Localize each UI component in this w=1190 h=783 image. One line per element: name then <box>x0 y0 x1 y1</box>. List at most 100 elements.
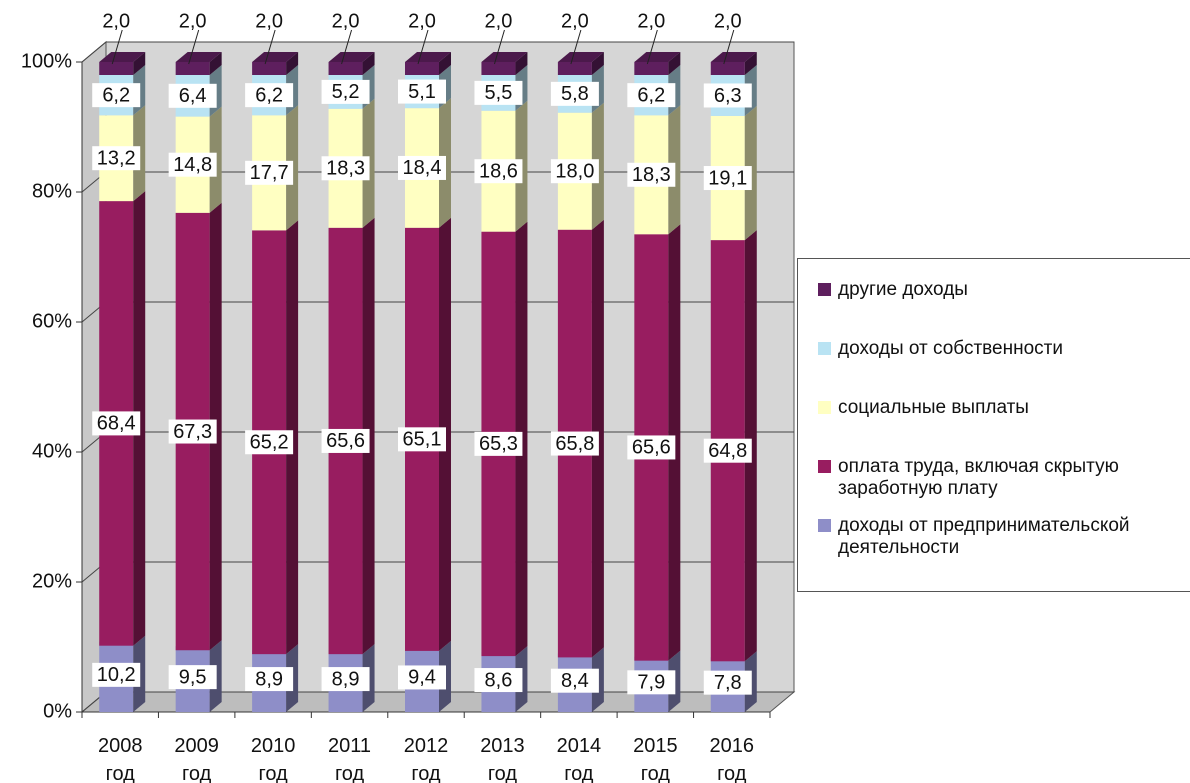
value-label: 2,0 <box>485 10 513 32</box>
bar-top <box>252 52 299 62</box>
value-label-box <box>627 83 676 108</box>
value-label-box <box>245 430 294 455</box>
bar-side <box>286 52 299 75</box>
value-label: 5,8 <box>561 83 589 105</box>
value-label: 13,2 <box>97 147 136 169</box>
bar-segment <box>405 62 439 75</box>
value-label: 6,2 <box>102 84 130 106</box>
bar-side <box>515 52 528 75</box>
legend-label: социальные выплаты <box>838 397 1029 418</box>
legend-swatch <box>818 519 831 532</box>
bar-segment <box>557 62 592 75</box>
bar-top <box>405 52 451 62</box>
bar-segment <box>99 62 134 75</box>
legend-swatch <box>818 342 831 355</box>
bar-segment <box>481 62 516 75</box>
legend-label: доходы от предпринимательской деятельнос… <box>838 515 1130 558</box>
leader-line <box>264 29 276 65</box>
y-tick-label: 40% <box>32 440 72 462</box>
bar-side <box>439 52 451 75</box>
value-label-box <box>474 80 523 105</box>
value-label: 8,4 <box>561 670 589 692</box>
value-label: 9,5 <box>179 666 207 688</box>
value-label-box <box>168 83 217 108</box>
x-tick-label: 2008 год <box>97 735 143 783</box>
legend-swatch <box>818 401 831 414</box>
value-label-box <box>474 431 523 456</box>
value-label: 64,8 <box>708 440 747 462</box>
leader-line <box>646 29 658 65</box>
legend-item: социальные выплаты <box>818 397 1190 419</box>
value-label: 2,0 <box>255 10 283 32</box>
value-label: 67,3 <box>173 421 212 443</box>
value-label-box <box>321 667 370 692</box>
value-label: 2,0 <box>332 10 360 32</box>
bar-top <box>634 52 681 62</box>
value-label-box <box>627 435 676 460</box>
value-label: 6,2 <box>255 84 283 106</box>
leader-line <box>341 29 353 65</box>
y-tick-label: 60% <box>32 310 72 332</box>
legend-item: оплата труда, включая скрытую заработную… <box>818 456 1190 500</box>
value-label: 18,3 <box>326 158 365 180</box>
value-label: 14,8 <box>173 154 212 176</box>
leader-line <box>723 29 735 65</box>
value-label-box <box>321 428 370 453</box>
bar-side <box>133 52 146 75</box>
value-label: 10,2 <box>97 664 136 686</box>
value-label: 2,0 <box>408 10 436 32</box>
value-label-box <box>92 411 141 436</box>
value-label-box <box>550 668 599 693</box>
bar-top <box>328 52 375 62</box>
value-label-box <box>703 438 752 463</box>
bar-top <box>557 52 604 62</box>
value-label: 9,4 <box>408 667 436 689</box>
legend-label: оплата труда, включая скрытую заработную… <box>838 456 1119 499</box>
leader-line <box>570 29 582 65</box>
x-tick-label: 2012 год <box>403 735 449 783</box>
bar-side <box>744 52 757 75</box>
value-label-box <box>321 79 370 104</box>
value-label: 65,6 <box>632 437 671 459</box>
value-label-box <box>92 146 141 171</box>
value-label-box <box>627 162 676 187</box>
value-label-box <box>474 668 523 693</box>
bar-segment <box>328 62 363 75</box>
value-label-box <box>627 670 676 695</box>
value-label-box <box>550 159 599 184</box>
value-label: 5,5 <box>485 82 513 104</box>
value-label: 65,1 <box>403 429 442 451</box>
legend-swatch <box>818 460 831 473</box>
value-label-box <box>168 665 217 690</box>
value-label-box <box>245 83 294 108</box>
legend-item: доходы от собственности <box>818 338 1190 360</box>
legend-label: другие доходы <box>838 279 968 300</box>
value-label-box <box>92 83 141 108</box>
leader-line <box>493 29 505 65</box>
bar-top <box>481 52 528 62</box>
value-label-box <box>168 152 217 177</box>
value-label: 18,0 <box>555 160 594 182</box>
legend-item: доходы от предпринимательской деятельнос… <box>818 515 1190 559</box>
value-label-box <box>703 83 752 108</box>
value-label-box <box>398 155 446 180</box>
value-label-box <box>703 166 752 191</box>
value-label: 8,9 <box>255 668 283 690</box>
value-label-box <box>92 662 141 687</box>
value-label: 2,0 <box>637 10 665 32</box>
x-tick-label: 2013 год <box>480 735 525 783</box>
value-label: 17,7 <box>250 162 289 184</box>
leader-line <box>188 29 200 65</box>
value-label: 2,0 <box>714 10 742 32</box>
value-label: 7,8 <box>714 672 742 694</box>
value-label-box <box>703 670 752 695</box>
x-tick-label: 2010 год <box>250 735 296 783</box>
x-tick-label: 2014 год <box>556 735 602 783</box>
value-label: 6,3 <box>714 85 742 107</box>
value-label: 7,9 <box>637 672 665 694</box>
x-tick-label: 2015 год <box>633 735 678 783</box>
value-label: 65,8 <box>555 433 594 455</box>
value-label: 2,0 <box>179 10 207 32</box>
value-label: 6,4 <box>179 85 207 107</box>
x-tick-label: 2011 год <box>328 735 372 783</box>
